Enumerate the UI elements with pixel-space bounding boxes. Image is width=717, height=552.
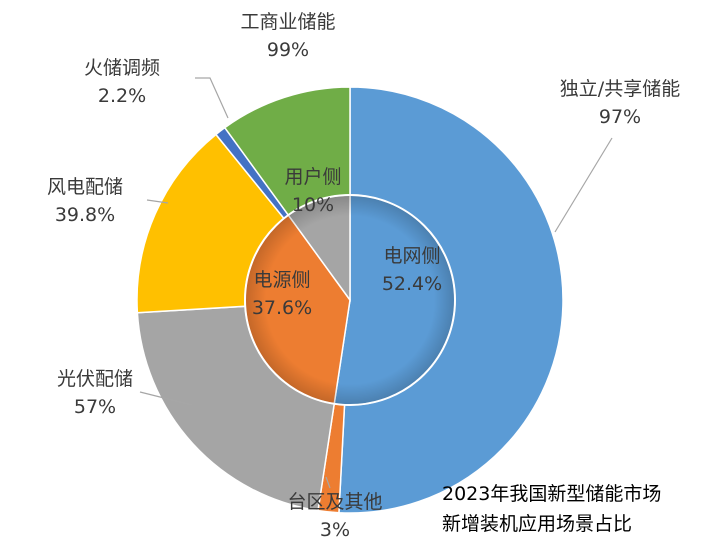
inner-ring (244, 194, 456, 406)
inner-ring-shade (244, 194, 456, 406)
inner-label-value-3: 10% (292, 194, 334, 216)
outer-label-name-3: 光伏配储 (57, 368, 133, 390)
outer-label-name-5: 火储调频 (84, 57, 160, 79)
leader-lines (139, 77, 613, 489)
leader-line-5 (195, 77, 229, 119)
outer-label-name-1: 独立/共享储能 (560, 78, 680, 100)
outer-label-value-1: 97% (599, 106, 641, 128)
outer-label-name-4: 风电配储 (47, 176, 123, 198)
leader-line-4 (146, 199, 169, 204)
leader-line-3 (139, 391, 193, 406)
outer-label-value-6: 99% (267, 39, 309, 61)
inner-label-name-2: 电源侧 (253, 269, 310, 291)
inner-label-value-2: 37.6% (252, 297, 312, 319)
inner-label-name-1: 电网侧 (383, 245, 440, 267)
outer-label-name-2: 台区及其他 (287, 491, 382, 513)
data-labels: 电网侧 52.4% 电源侧 37.6% 用户侧 10% 独立/共享储能 97% 台区及其他 3% 光… (47, 11, 680, 541)
title-line-2: 新增装机应用场景占比 (442, 513, 632, 535)
outer-label-value-5: 2.2% (98, 85, 146, 107)
leader-line-1 (554, 137, 613, 233)
title-line-1: 2023年我国新型储能市场 (442, 483, 661, 505)
outer-label-name-6: 工商业储能 (240, 11, 335, 33)
outer-label-value-2: 3% (320, 519, 350, 541)
inner-label-value-1: 52.4% (382, 273, 442, 295)
outer-label-value-3: 57% (74, 396, 116, 418)
inner-label-name-3: 用户侧 (284, 166, 341, 188)
outer-label-value-4: 39.8% (55, 204, 115, 226)
leader-line-2 (325, 476, 331, 489)
